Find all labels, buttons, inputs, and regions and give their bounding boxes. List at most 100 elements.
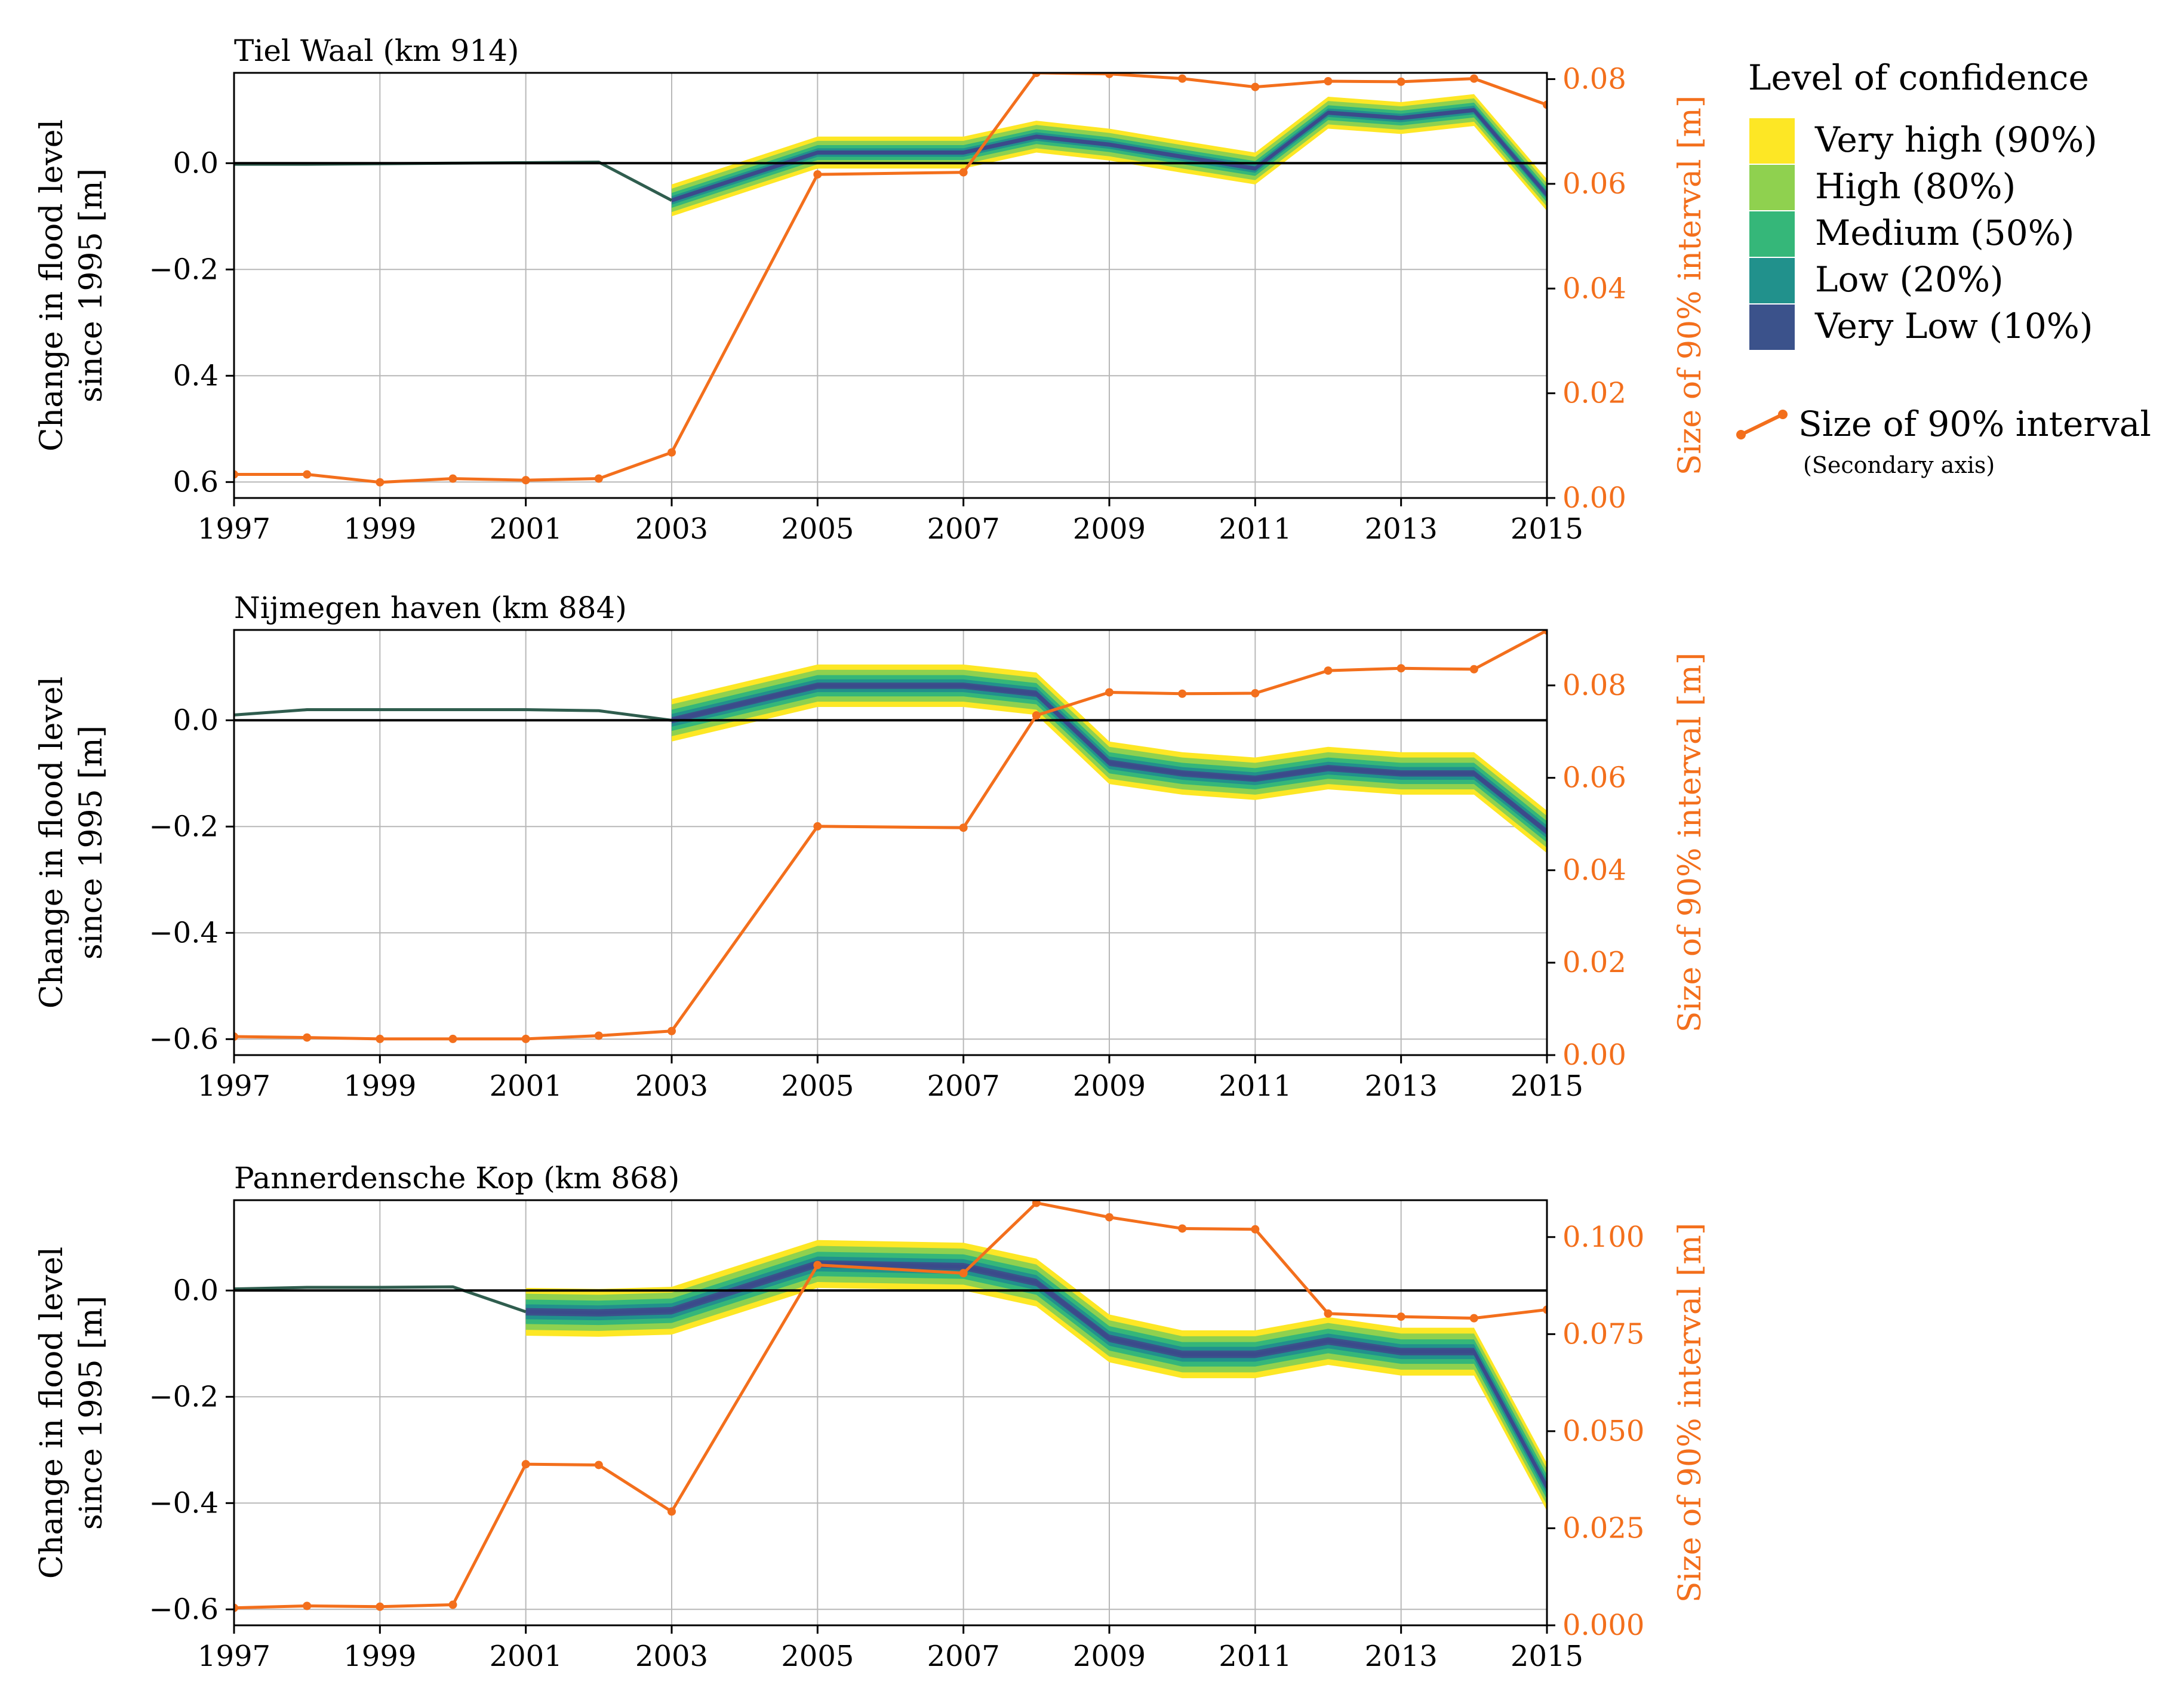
y2-tick-label: 0.025	[1562, 1511, 1644, 1545]
legend: Level of confidence Very high (90%) High (…	[1736, 57, 2151, 478]
interval-point	[521, 476, 530, 485]
y-axis-title: Change in flood level since 1995 [m]	[34, 1247, 109, 1579]
interval-point	[667, 1026, 676, 1035]
panel-title: Tiel Waal (km 914)	[234, 33, 519, 68]
interval-point	[667, 1507, 676, 1516]
y-axis-title: Change in flood level since 1995 [m]	[34, 677, 109, 1009]
y-tick-label: 0.6	[173, 465, 219, 499]
x-tick-label: 1997	[198, 1069, 270, 1103]
y-tick-label: 0.4	[173, 359, 219, 392]
x-tick-label: 2007	[927, 512, 1000, 546]
y-tick-label: −0.6	[149, 1022, 219, 1056]
x-tick-label: 1997	[198, 1640, 270, 1673]
interval-point	[303, 1033, 312, 1042]
median-line	[671, 684, 1547, 834]
y2-tick-label: 0.06	[1562, 761, 1626, 795]
interval-point	[521, 1460, 530, 1469]
y-axis-title-line: Change in flood level	[34, 677, 70, 1009]
median-line	[525, 1262, 1547, 1489]
y-axis-title-line: since 1995 [m]	[73, 725, 109, 960]
legend-label-5: Very Low (10%)	[1814, 306, 2093, 346]
y2-tick-label: 0.075	[1562, 1317, 1644, 1351]
interval-point	[1396, 1312, 1405, 1321]
interval-point	[813, 822, 822, 831]
x-tick-label: 2003	[635, 1069, 708, 1103]
legend-label-4: Low (20%)	[1815, 259, 2004, 300]
confidence-band-4	[672, 106, 1547, 205]
interval-point	[959, 1269, 968, 1278]
x-tick-label: 2009	[1073, 512, 1146, 546]
legend-line-label: Size of 90% interval	[1798, 404, 2151, 444]
y2-tick-label: 0.08	[1562, 63, 1626, 96]
x-tick-label: 2001	[490, 1640, 562, 1673]
y-tick-label: −0.2	[149, 810, 219, 843]
x-tick-label: 2015	[1511, 1069, 1583, 1103]
y2-tick-label: 0.00	[1562, 481, 1626, 515]
y-tick-label: 0.0	[173, 1274, 219, 1307]
interval-point	[1543, 630, 1547, 635]
x-tick-label: 2003	[635, 1640, 708, 1673]
interval-point	[1178, 74, 1187, 83]
y2-tick-label: 0.100	[1562, 1220, 1644, 1254]
y2-tick-label: 0.06	[1562, 167, 1626, 201]
interval-point	[1469, 665, 1478, 674]
y2-tick-label: 0.02	[1562, 377, 1626, 410]
x-tick-label: 1999	[343, 1640, 416, 1673]
interval-point	[959, 168, 968, 177]
x-tick-label: 1999	[343, 512, 416, 546]
legend-swatch-5	[1749, 305, 1795, 350]
x-tick-label: 2007	[927, 1640, 1000, 1673]
x-tick-label: 2005	[781, 1069, 854, 1103]
interval-point	[1178, 1224, 1187, 1233]
x-tick-label: 2005	[781, 512, 854, 546]
interval-point	[1396, 664, 1405, 673]
legend-title: Level of confidence	[1748, 57, 2089, 98]
interval-point	[1251, 1225, 1260, 1234]
interval-point	[1032, 1200, 1041, 1207]
chart-panel-3: 1997 1999 2001 2003 2005 2007 2009 2011 2013 2015…	[34, 1161, 1708, 1673]
interval-line	[234, 73, 1547, 484]
y-tick-label: −0.4	[149, 916, 219, 949]
interval-point	[667, 448, 676, 457]
interval-point	[376, 1602, 384, 1611]
interval-point	[813, 1260, 822, 1269]
x-tick-label: 2013	[1365, 1069, 1438, 1103]
legend-line-sample	[1740, 413, 1784, 436]
y-axis-title-line: Change in flood level	[34, 119, 70, 451]
interval-point	[1396, 77, 1405, 86]
x-tick-label: 2013	[1365, 512, 1438, 546]
legend-line-marker	[1778, 410, 1788, 419]
y-tick-label: −0.2	[149, 1380, 219, 1413]
interval-point	[234, 1032, 238, 1041]
chart-panel-1: 1997 1999 2001 2003 2005 2007 2009 2011 2013 2015…	[34, 33, 1708, 546]
x-tick-label: 2011	[1219, 1640, 1291, 1673]
y-tick-label: −0.4	[149, 1486, 219, 1520]
panel-title: Pannerdensche Kop (km 868)	[234, 1161, 679, 1195]
interval-point	[959, 823, 968, 832]
median-line	[671, 108, 1547, 202]
x-tick-label: 2011	[1219, 1069, 1291, 1103]
y2-tick-label: 0.08	[1562, 669, 1626, 702]
interval-point	[1178, 689, 1187, 698]
interval-point	[521, 1034, 530, 1043]
interval-point	[1469, 74, 1478, 83]
legend-label-2: High (80%)	[1815, 166, 2016, 207]
legend-swatch-3	[1749, 211, 1795, 257]
legend-line-marker	[1736, 430, 1746, 439]
interval-point	[1469, 1314, 1478, 1323]
plot-area	[234, 630, 1547, 1055]
interval-point	[376, 1034, 384, 1043]
interval-point	[1324, 1309, 1333, 1318]
interval-point	[1032, 73, 1041, 77]
interval-point	[448, 1034, 457, 1043]
y2-tick-label: 0.04	[1562, 272, 1626, 305]
y-tick-label: −0.6	[149, 1592, 219, 1626]
plot-frame	[233, 72, 1548, 499]
plot-area	[234, 1200, 1547, 1625]
interval-point	[1543, 1305, 1547, 1314]
plot-area	[234, 73, 1547, 498]
x-tick-label: 2003	[635, 512, 708, 546]
interval-point	[1105, 688, 1113, 697]
confidence-band-2	[672, 98, 1547, 213]
